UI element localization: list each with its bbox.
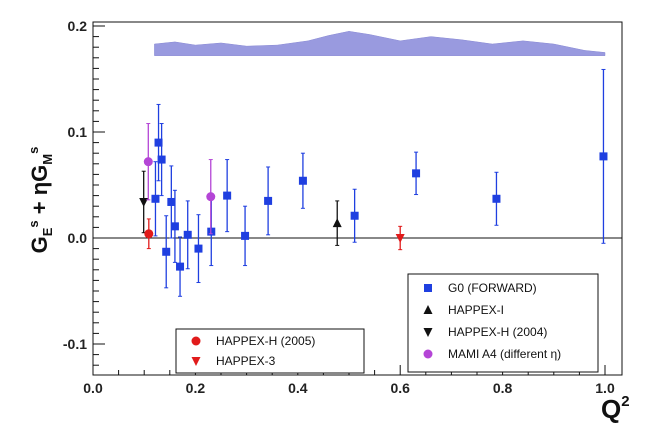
point-marker: [332, 218, 342, 228]
x-tick-label: 1.0: [595, 380, 615, 396]
point-marker: [183, 230, 192, 239]
systematic-band: [154, 31, 606, 56]
data-point: [492, 171, 501, 226]
point-marker: [143, 157, 153, 167]
x-tick-label: 0.2: [186, 380, 206, 396]
point-marker: [170, 222, 179, 231]
point-marker: [350, 211, 359, 220]
data-point: [206, 159, 216, 235]
data-point: [241, 205, 250, 267]
legend-marker: [191, 357, 201, 366]
point-marker: [395, 234, 405, 243]
data-point: [154, 103, 163, 182]
data-point: [151, 161, 160, 237]
x-tick-label: 0.8: [493, 380, 513, 396]
data-point: [298, 152, 307, 209]
plot-frame: [92, 21, 623, 376]
legend-label: HAPPEX-H (2004): [448, 325, 547, 339]
data-point: [194, 214, 203, 284]
point-marker: [144, 229, 154, 239]
y-label-sub-m: M: [40, 154, 55, 165]
y-tick-label: 0.0: [68, 230, 88, 246]
legend-label: HAPPEX-I: [448, 303, 504, 317]
x-tick-label: 0.6: [390, 380, 410, 396]
y-label-sup-s1: s: [26, 220, 41, 227]
x-axis-label: Q2: [601, 393, 630, 424]
point-marker: [154, 138, 163, 147]
point-marker: [298, 176, 307, 185]
point-marker: [194, 244, 203, 253]
data-point: [170, 189, 179, 263]
point-marker: [223, 191, 232, 200]
data-point: [139, 170, 149, 234]
legend-marker: [424, 284, 432, 292]
point-marker: [167, 197, 176, 206]
point-marker: [241, 231, 250, 240]
y-tick-label: 0.2: [68, 18, 88, 34]
data-point: [176, 236, 185, 297]
data-point: [144, 218, 154, 250]
y-label-plus-eta-g: + ηG: [27, 165, 52, 221]
y-tick-label: 0.1: [68, 124, 88, 140]
y-label-sub-e: E: [40, 227, 55, 236]
x-tick-label: 0.4: [288, 380, 308, 396]
legend-marker: [423, 328, 433, 337]
point-marker: [157, 155, 166, 164]
legend-marker: [191, 336, 201, 346]
y-axis-label: GEs + ηGMs: [26, 147, 55, 254]
plot-area: 0.0 0.2 0.4 0.6 0.8 1.0 -0.1 0.0 0.1 0.2 G0 (FORWA…: [63, 18, 623, 396]
legend-bottom-right: G0 (FORWARD) HAPPEX-I HAPPEX-H (2004) MAMI …: [407, 273, 599, 373]
data-point: [332, 200, 342, 246]
data-point: [183, 200, 192, 270]
legend-label: G0 (FORWARD): [448, 281, 537, 295]
point-marker: [492, 194, 501, 203]
point-marker: [151, 194, 160, 203]
point-marker: [599, 152, 608, 161]
y-label-sup-s2: s: [26, 147, 41, 154]
data-point: [412, 151, 421, 196]
data-point: [350, 188, 359, 243]
point-marker: [176, 262, 185, 271]
data-point: [162, 215, 171, 289]
legend-bottom-left: HAPPEX-H (2005) HAPPEX-3: [175, 328, 365, 374]
data-point: [223, 159, 232, 233]
x-label-q: Q: [601, 394, 621, 424]
data-point: [143, 123, 153, 201]
point-marker: [162, 247, 171, 256]
y-label-g-e: G: [27, 236, 52, 253]
legend-marker: [423, 349, 433, 359]
point-marker: [206, 192, 216, 202]
point-marker: [139, 197, 149, 207]
data-point: [599, 68, 608, 244]
legend-label: MAMI A4 (different η): [448, 347, 561, 361]
y-tick-label: -0.1: [63, 336, 87, 352]
data-point: [264, 166, 273, 236]
legend-box: [175, 328, 365, 374]
legend-marker: [423, 305, 433, 314]
point-marker: [264, 196, 273, 205]
data-point: [395, 225, 405, 251]
legend-label: HAPPEX-H (2005): [216, 334, 315, 348]
x-tick-label: 0.0: [83, 380, 103, 396]
x-label-sup: 2: [621, 393, 629, 410]
point-marker: [412, 169, 421, 178]
data-point: [157, 123, 166, 197]
legend-label: HAPPEX-3: [216, 354, 276, 368]
legend-box: [407, 273, 599, 373]
